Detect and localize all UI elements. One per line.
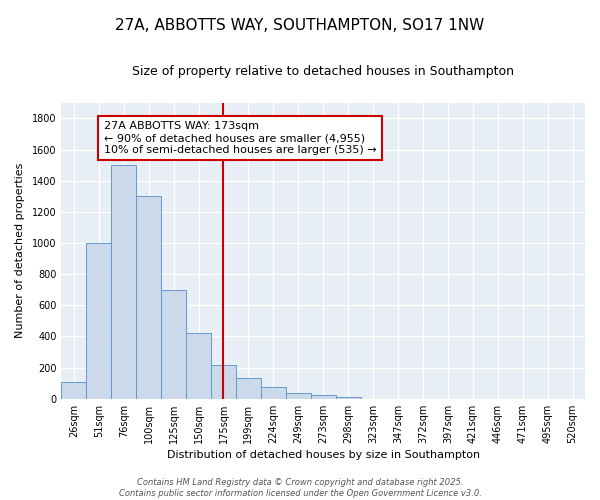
Bar	[161, 290, 186, 399]
Title: Size of property relative to detached houses in Southampton: Size of property relative to detached ho…	[132, 65, 514, 78]
Bar	[335, 398, 361, 399]
Bar	[261, 387, 286, 399]
Bar	[136, 196, 161, 399]
Bar	[286, 392, 311, 399]
Bar	[186, 334, 211, 399]
Text: 27A, ABBOTTS WAY, SOUTHAMPTON, SO17 1NW: 27A, ABBOTTS WAY, SOUTHAMPTON, SO17 1NW	[115, 18, 485, 32]
Bar	[111, 165, 136, 399]
Y-axis label: Number of detached properties: Number of detached properties	[15, 163, 25, 338]
Bar	[236, 378, 261, 399]
Bar	[61, 382, 86, 399]
Bar	[211, 366, 236, 399]
Bar	[311, 395, 335, 399]
Bar	[86, 243, 111, 399]
Text: Contains HM Land Registry data © Crown copyright and database right 2025.
Contai: Contains HM Land Registry data © Crown c…	[119, 478, 481, 498]
X-axis label: Distribution of detached houses by size in Southampton: Distribution of detached houses by size …	[167, 450, 480, 460]
Text: 27A ABBOTTS WAY: 173sqm
← 90% of detached houses are smaller (4,955)
10% of semi: 27A ABBOTTS WAY: 173sqm ← 90% of detache…	[104, 122, 376, 154]
